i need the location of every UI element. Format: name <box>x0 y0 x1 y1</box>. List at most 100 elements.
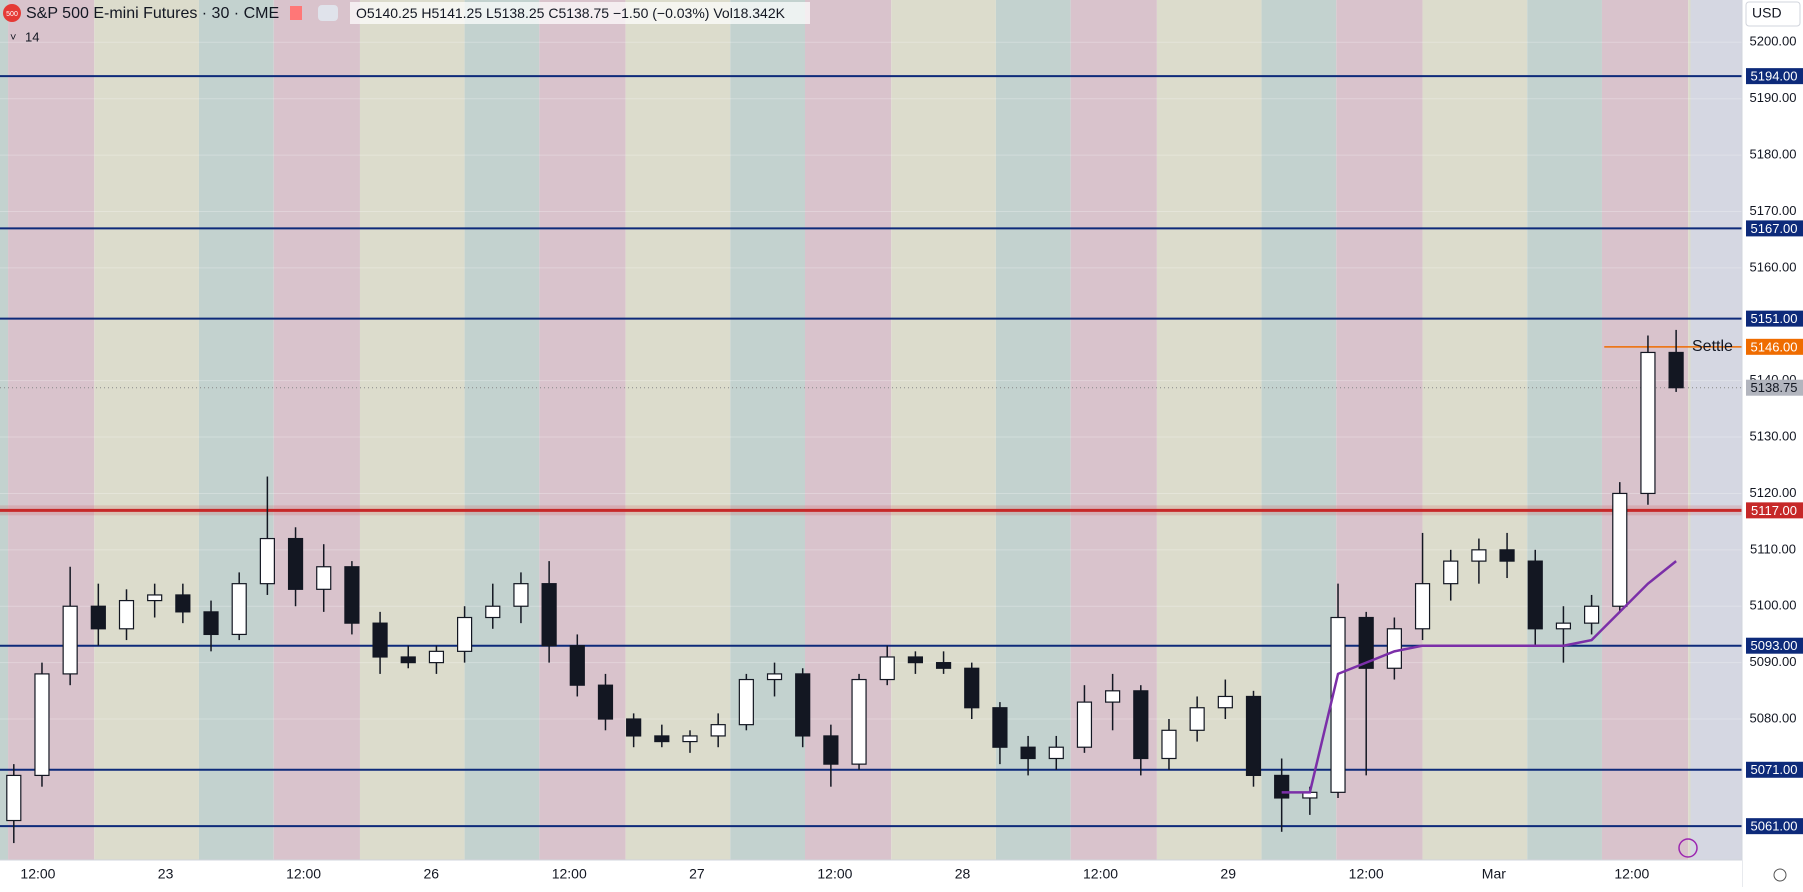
candle-body <box>1443 560 1459 585</box>
candle-body <box>1076 701 1093 748</box>
ohlc-value: 5140.25 <box>367 5 418 21</box>
candle-body <box>738 678 754 726</box>
tv-logo <box>10 828 14 853</box>
session-band <box>273 0 360 860</box>
x-tick-label: 12:00 <box>20 866 55 882</box>
x-tick-label: 29 <box>1220 866 1236 882</box>
candle-body <box>1330 616 1346 793</box>
price-badge <box>1746 310 1803 327</box>
candle-body <box>1020 746 1036 760</box>
x-tick-label: 23 <box>158 866 174 882</box>
candle-body <box>1189 707 1205 731</box>
candle-body <box>1133 690 1149 760</box>
x-tick-label: 28 <box>955 866 971 882</box>
candle-body <box>457 616 473 652</box>
future-area <box>1690 0 1742 860</box>
y-tick-label: 5110.00 <box>1750 541 1796 556</box>
candle-body <box>372 622 388 658</box>
session-band <box>891 0 996 860</box>
candle-body <box>654 735 670 743</box>
ohlc-value: 5138.25 <box>494 5 545 21</box>
y-tick-label: 5080.00 <box>1750 710 1797 725</box>
price-axis <box>1742 0 1803 887</box>
candle-body <box>1668 351 1684 389</box>
candle-body <box>203 611 219 636</box>
session-band <box>1156 0 1262 860</box>
session-band <box>94 0 199 860</box>
ohlc-key: C <box>548 5 558 21</box>
candle-body <box>569 645 585 686</box>
x-tick-label: 12:00 <box>1349 866 1384 882</box>
candle-body <box>1612 492 1628 607</box>
volume-key: Vol <box>713 5 732 21</box>
candle-body <box>485 605 501 619</box>
ohlc-key: H <box>421 5 431 21</box>
alert-button[interactable] <box>1678 838 1698 858</box>
candle-body <box>1640 351 1656 495</box>
candle-body <box>935 662 952 669</box>
session-band <box>1261 0 1337 860</box>
price-badge-label: 5167.00 <box>1751 221 1798 236</box>
vwap-line <box>1281 560 1677 794</box>
x-tick-label: 12:00 <box>1614 866 1649 882</box>
session-band <box>995 0 1071 860</box>
candle-body <box>344 566 360 624</box>
currency-box[interactable] <box>1745 1 1801 27</box>
candle-body <box>1358 616 1374 669</box>
change: −1.50 (−0.03%) <box>613 5 710 21</box>
indicator[interactable]: 14 <box>25 29 39 44</box>
candle-body <box>1555 622 1572 630</box>
candle-body <box>851 678 867 765</box>
y-tick-label: 5100.00 <box>1750 598 1797 613</box>
candle-body <box>1274 774 1290 799</box>
price-badge <box>1746 761 1803 778</box>
session-band <box>464 0 540 860</box>
price-badge-label: 5117.00 <box>1751 503 1797 518</box>
flag[interactable] <box>290 6 302 20</box>
candle-body <box>1217 695 1233 709</box>
candle-body <box>428 650 445 664</box>
candle-body <box>992 707 1008 748</box>
candle-body <box>400 656 416 664</box>
price-badge-label: 5151.00 <box>1751 311 1798 326</box>
candle-body <box>62 605 78 675</box>
candle-body <box>964 667 980 709</box>
candle-body <box>1583 605 1600 624</box>
currency[interactable]: USD <box>1752 5 1782 21</box>
session-band <box>805 0 892 860</box>
settings-button[interactable] <box>1773 868 1787 882</box>
session-band <box>198 0 274 860</box>
session-band <box>359 0 465 860</box>
y-tick-label: 5120.00 <box>1750 485 1797 500</box>
candle-body <box>1471 549 1487 562</box>
logo <box>3 4 21 22</box>
session-band <box>1422 0 1528 860</box>
candle-body <box>6 774 22 822</box>
candle-body <box>147 594 163 602</box>
candle-body <box>766 673 783 681</box>
price-badge <box>1746 637 1803 654</box>
candle-body <box>879 656 895 681</box>
x-tick-label: 12:00 <box>1083 866 1118 882</box>
collapse[interactable]: ˅ <box>10 32 16 44</box>
ohlc-value: 5141.25 <box>432 5 483 21</box>
price-badge <box>1746 379 1803 396</box>
candle-body <box>231 583 247 636</box>
price-badge-label: 5138.75 <box>1751 380 1798 395</box>
ohlc-key: O <box>356 5 367 21</box>
logo-text: 500 <box>6 11 18 18</box>
session-band <box>1688 0 1691 860</box>
session-band <box>1527 0 1602 860</box>
menu[interactable] <box>318 5 338 21</box>
price-badge <box>1746 338 1803 355</box>
session-band <box>625 0 731 860</box>
price-badge <box>1746 68 1803 85</box>
session-band <box>730 0 805 860</box>
candle-body <box>682 735 698 743</box>
y-tick-label: 5160.00 <box>1750 259 1797 274</box>
candle-body <box>259 537 275 585</box>
price-badge-label: 5071.00 <box>1751 762 1798 777</box>
candle-body <box>513 583 529 607</box>
